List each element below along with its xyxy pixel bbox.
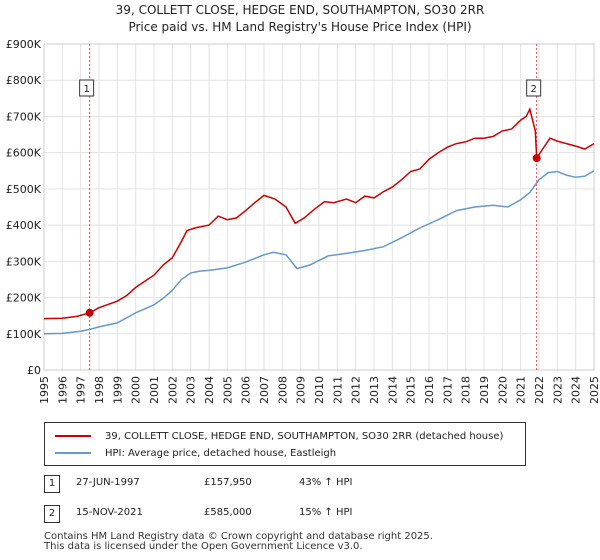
legend-label-property: 39, COLLETT CLOSE, HEDGE END, SOUTHAMPTO… xyxy=(105,430,504,442)
y-tick-label: £500K xyxy=(6,183,42,196)
price-chart: 39, COLLETT CLOSE, HEDGE END, SOUTHAMPTO… xyxy=(6,3,600,404)
sale-badge-2: 2 xyxy=(44,505,60,523)
x-tick-label: 2000 xyxy=(130,376,143,404)
x-tick-label: 1995 xyxy=(38,376,51,404)
y-tick-label: £0 xyxy=(27,364,41,377)
y-tick-label: £100K xyxy=(6,328,42,341)
x-tick-label: 2011 xyxy=(331,376,344,404)
x-tick-label: 2003 xyxy=(185,376,198,404)
x-tick-label: 2024 xyxy=(570,376,583,404)
sale-2-point xyxy=(532,154,541,163)
x-tick-label: 2018 xyxy=(460,376,473,404)
sale-date-2: 15-NOV-2021 xyxy=(76,507,143,518)
sale-hpi-1: 43% ↑ HPI xyxy=(299,477,353,488)
footer-copyright: Contains HM Land Registry data © Crown c… xyxy=(44,531,433,542)
y-tick-label: £200K xyxy=(6,292,42,305)
sale-2-badge-label: 2 xyxy=(531,84,537,95)
footer: Contains HM Land Registry data © Crown c… xyxy=(44,532,433,552)
y-tick-label: £900K xyxy=(6,38,42,51)
x-tick-label: 2017 xyxy=(441,376,454,404)
sale-hpi-2: 15% ↑ HPI xyxy=(299,507,353,518)
x-tick-label: 1998 xyxy=(93,376,106,404)
sale-badge-1: 1 xyxy=(44,475,60,493)
y-tick-label: £300K xyxy=(6,255,42,268)
footer-licence: This data is licensed under the Open Gov… xyxy=(44,541,363,552)
legend-label-hpi: HPI: Average price, detached house, East… xyxy=(105,447,337,459)
x-tick-label: 2022 xyxy=(533,376,546,404)
x-tick-label: 2019 xyxy=(478,376,491,404)
chart-subtitle: Price paid vs. HM Land Registry's House … xyxy=(128,20,471,34)
x-tick-label: 2005 xyxy=(221,376,234,404)
x-tick-label: 1997 xyxy=(75,376,88,404)
x-tick-label: 2012 xyxy=(350,376,363,404)
y-tick-label: £800K xyxy=(6,74,42,87)
x-tick-label: 2006 xyxy=(240,376,253,404)
property-line-swatch xyxy=(55,435,91,437)
x-tick-label: 2009 xyxy=(295,376,308,404)
x-tick-label: 2021 xyxy=(515,376,528,404)
y-tick-label: £700K xyxy=(6,110,42,123)
x-tick-label: 2014 xyxy=(386,376,399,404)
x-tick-label: 2016 xyxy=(423,376,436,404)
x-tick-label: 2001 xyxy=(148,376,161,404)
chart-title: 39, COLLETT CLOSE, HEDGE END, SOUTHAMPTO… xyxy=(116,3,485,17)
x-tick-label: 2007 xyxy=(258,376,271,404)
x-tick-label: 2023 xyxy=(551,376,564,404)
sale-price-2: £585,000 xyxy=(204,507,252,518)
plot-border xyxy=(43,43,595,371)
sale-1-badge-label: 1 xyxy=(83,84,89,95)
legend: 39, COLLETT CLOSE, HEDGE END, SOUTHAMPTO… xyxy=(44,422,526,466)
x-tick-label: 2004 xyxy=(203,376,216,404)
x-tick-label: 2013 xyxy=(368,376,381,404)
sale-2-badge xyxy=(526,79,542,97)
sale-1-point xyxy=(85,308,94,317)
sale-price-1: £157,950 xyxy=(204,477,252,488)
hpi-series-line xyxy=(43,170,595,335)
sale-date-1: 27-JUN-1997 xyxy=(76,477,140,488)
property-series-line xyxy=(43,107,595,320)
x-tick-label: 2010 xyxy=(313,376,326,404)
y-tick-label: £600K xyxy=(6,147,42,160)
x-tick-label: 2015 xyxy=(405,376,418,404)
x-tick-label: 2002 xyxy=(166,376,179,404)
hpi-line-swatch xyxy=(55,452,91,454)
y-tick-label: £400K xyxy=(6,219,42,232)
x-tick-label: 2025 xyxy=(588,376,600,404)
legend-item-property: 39, COLLETT CLOSE, HEDGE END, SOUTHAMPTO… xyxy=(55,428,503,444)
legend-item-hpi: HPI: Average price, detached house, East… xyxy=(55,445,336,461)
x-tick-label: 2008 xyxy=(276,376,289,404)
x-tick-label: 1996 xyxy=(56,376,69,404)
plot-area: £0 £100K £200K £300K £400K £500K £600K £700K £80… xyxy=(6,38,600,404)
x-tick-label: 1999 xyxy=(111,376,124,404)
x-tick-label: 2020 xyxy=(496,376,509,404)
sale-1-badge xyxy=(79,79,95,97)
